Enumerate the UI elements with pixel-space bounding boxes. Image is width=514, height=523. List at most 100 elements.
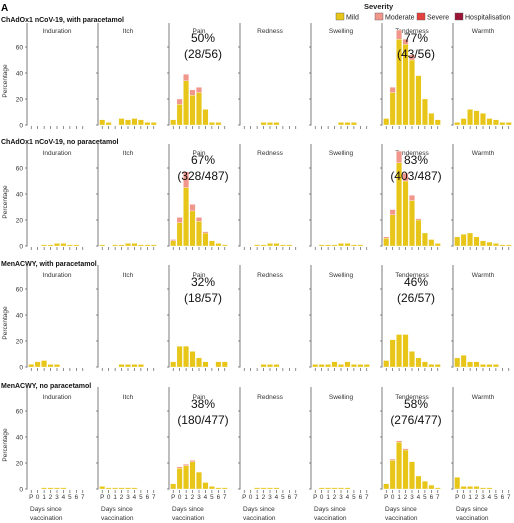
x-tick-label: 0 [391,494,395,501]
annotation-count: (26/57) [397,291,435,305]
bar-mild [383,360,390,368]
x-tick-label: 7 [507,494,511,501]
bar-mild [505,122,512,126]
bar-moderate [383,236,390,239]
facet-title: Tenderness [395,394,429,401]
row-title: ChAdOx1 nCoV-19, no paracetamol [1,139,119,146]
bar-mild [183,80,189,126]
bar-mild [338,487,344,490]
facet-panel-swelling: Swelling P 0 1 2 3 4 5 6 7 [309,387,369,501]
bar-mild [357,244,364,247]
bar-mild [467,232,473,247]
bar-mild [150,244,157,247]
bar-mild [41,487,47,490]
bar-mild [34,361,41,368]
bar-mild [138,119,144,126]
bar-mild [467,361,473,368]
x-tick-label: 3 [410,494,414,501]
bar-mild [454,357,461,368]
annotation-count: (180/477) [177,413,228,427]
bar-mild [434,364,441,368]
x-tick-label: 4 [204,494,208,501]
x-tick-label: 1 [42,494,46,501]
facet-title: Itch [123,272,134,279]
bar-mild [460,234,467,247]
facet-panel-pain: Pain P 0 1 2 3 4 5 6 7 [167,387,228,501]
x-tick-label: 7 [152,494,156,501]
x-tick-label: 4 [133,494,137,501]
bar-mild [41,244,47,247]
bar-mild [467,109,473,126]
bar-mild [67,244,73,247]
bar-moderate [415,218,422,221]
bar-moderate [389,209,396,215]
facet-panel-itch: Itch [96,23,157,129]
bar-mild [409,461,415,490]
facet-title: Itch [123,28,134,35]
bar-mild [344,361,351,368]
bar-mild [415,219,422,247]
bar-mild [318,364,325,368]
y-tick-label: 20 [16,217,24,224]
bar-mild [254,487,260,490]
facet-panel-itch: Itch [96,265,155,371]
x-tick-label: 6 [217,494,221,501]
x-tick-label: P [313,494,317,501]
y-tick-label: 0 [19,122,23,129]
bar-mild [215,487,222,490]
facet-row-1: ChAdOx1 nCoV-19, with paracetamol Percent… [1,17,512,129]
facet-panel-warmth: Warmth [451,23,512,129]
bar-mild [280,244,286,247]
y-tick-label: 20 [16,460,24,467]
y-tick-label: 60 [16,408,24,415]
bar-moderate [196,217,202,222]
x-tick-label: 4 [62,494,66,501]
bar-moderate [402,39,409,45]
legend-title: Severity [364,2,394,11]
bar-mild [402,334,409,368]
x-tick-label: 5 [281,494,285,501]
bar-mild [480,240,486,247]
x-axis-label: Days since vaccination [385,506,418,522]
bar-mild [325,487,331,490]
bar-mild [125,364,131,368]
facet-row-4: MenACWY, no paracetamol Percentage Indurat… [1,383,511,501]
x-tick-label: 4 [346,494,350,501]
bar-mild [189,94,196,126]
bar-moderate [402,448,409,451]
x-tick-label: 5 [210,494,214,501]
facet-title: Tenderness [395,150,429,157]
x-axis-label: Days since vaccination [314,506,347,522]
bar-moderate [396,29,402,40]
bar-mild [312,364,319,368]
y-axis-label: Percentage [2,64,9,98]
bar-mild [260,244,267,247]
facet-panel-induration: Induration 0 20 40 60 [16,144,84,250]
facet-title: Swelling [329,394,354,401]
bar-moderate [176,466,183,469]
bar-mild [486,241,493,247]
facet-panel-swelling: Swelling [309,23,368,129]
bar-mild [209,122,215,126]
bar-mild [338,243,344,247]
annotation-count: (276/477) [390,413,441,427]
facet-panel-swelling: Swelling [309,144,368,250]
facet-panel-swelling: Swelling [309,265,370,371]
x-tick-label: P [455,494,459,501]
bar-mild [209,240,215,247]
x-tick-label: 7 [365,494,369,501]
legend-item-mild: Mild [335,12,359,22]
legend-item-hospitalisation: Hospitalisation [454,12,511,22]
legend-label: Mild [346,15,359,22]
annotation-percent: 67% [191,153,215,167]
bar-mild [176,346,183,368]
bar-mild [267,122,273,126]
x-axis-label-line: Days since [385,506,417,513]
bar-mild [415,357,422,368]
bar-mild [176,468,183,490]
annotation-count: (403/487) [390,169,441,183]
bar-mild [60,487,67,490]
y-tick-label: 40 [16,312,24,319]
bar-mild [402,180,409,247]
x-tick-label: 6 [288,494,292,501]
